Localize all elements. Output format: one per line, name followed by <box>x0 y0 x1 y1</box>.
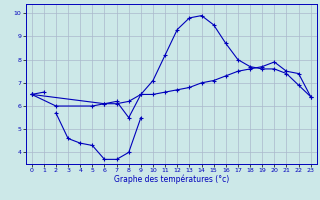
X-axis label: Graphe des températures (°c): Graphe des températures (°c) <box>114 175 229 184</box>
